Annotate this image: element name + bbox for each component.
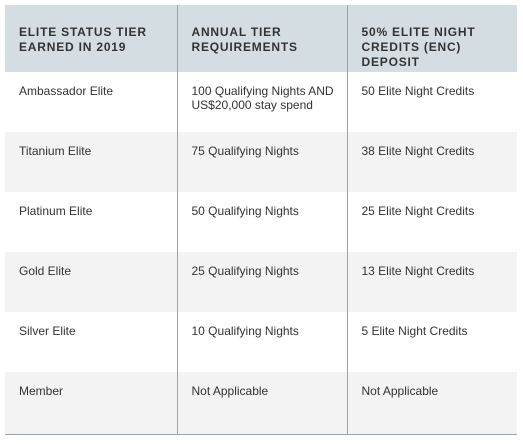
cell-requirement: 75 Qualifying Nights [176, 132, 347, 192]
cell-tier: Titanium Elite [5, 132, 177, 192]
cell-requirement: Not Applicable [176, 372, 347, 435]
header-annual-requirements: ANNUAL TIER REQUIREMENTS [176, 5, 347, 72]
cell-requirement: 10 Qualifying Nights [176, 312, 347, 372]
header-status-tier: ELITE STATUS TIER EARNED IN 2019 [5, 5, 177, 72]
cell-requirement: 50 Qualifying Nights [176, 192, 347, 252]
table-row: Platinum Elite 50 Qualifying Nights 25 E… [5, 192, 517, 252]
table-row: Member Not Applicable Not Applicable [5, 372, 517, 435]
cell-requirement: 100 Qualifying Nights AND US$20,000 stay… [176, 72, 347, 132]
cell-deposit: Not Applicable [346, 372, 517, 435]
cell-requirement: 25 Qualifying Nights [176, 252, 347, 312]
table-header: ELITE STATUS TIER EARNED IN 2019 ANNUAL … [5, 5, 517, 72]
table-row: Silver Elite 10 Qualifying Nights 5 Elit… [5, 312, 517, 372]
cell-tier: Platinum Elite [5, 192, 177, 252]
cell-tier: Gold Elite [5, 252, 177, 312]
cell-deposit: 38 Elite Night Credits [346, 132, 517, 192]
cell-tier: Member [5, 372, 177, 435]
table-row: Ambassador Elite 100 Qualifying Nights A… [5, 72, 517, 132]
cell-deposit: 5 Elite Night Credits [346, 312, 517, 372]
cell-deposit: 13 Elite Night Credits [346, 252, 517, 312]
header-row: ELITE STATUS TIER EARNED IN 2019 ANNUAL … [5, 5, 517, 72]
cell-deposit: 50 Elite Night Credits [346, 72, 517, 132]
elite-tier-table-container: ELITE STATUS TIER EARNED IN 2019 ANNUAL … [5, 5, 517, 435]
cell-tier: Ambassador Elite [5, 72, 177, 132]
table-body: Ambassador Elite 100 Qualifying Nights A… [5, 72, 517, 435]
cell-tier: Silver Elite [5, 312, 177, 372]
header-enc-deposit: 50% ELITE NIGHT CREDITS (ENC) DEPOSIT [346, 5, 517, 72]
elite-tier-table: ELITE STATUS TIER EARNED IN 2019 ANNUAL … [5, 5, 517, 435]
table-row: Gold Elite 25 Qualifying Nights 13 Elite… [5, 252, 517, 312]
cell-deposit: 25 Elite Night Credits [346, 192, 517, 252]
table-row: Titanium Elite 75 Qualifying Nights 38 E… [5, 132, 517, 192]
